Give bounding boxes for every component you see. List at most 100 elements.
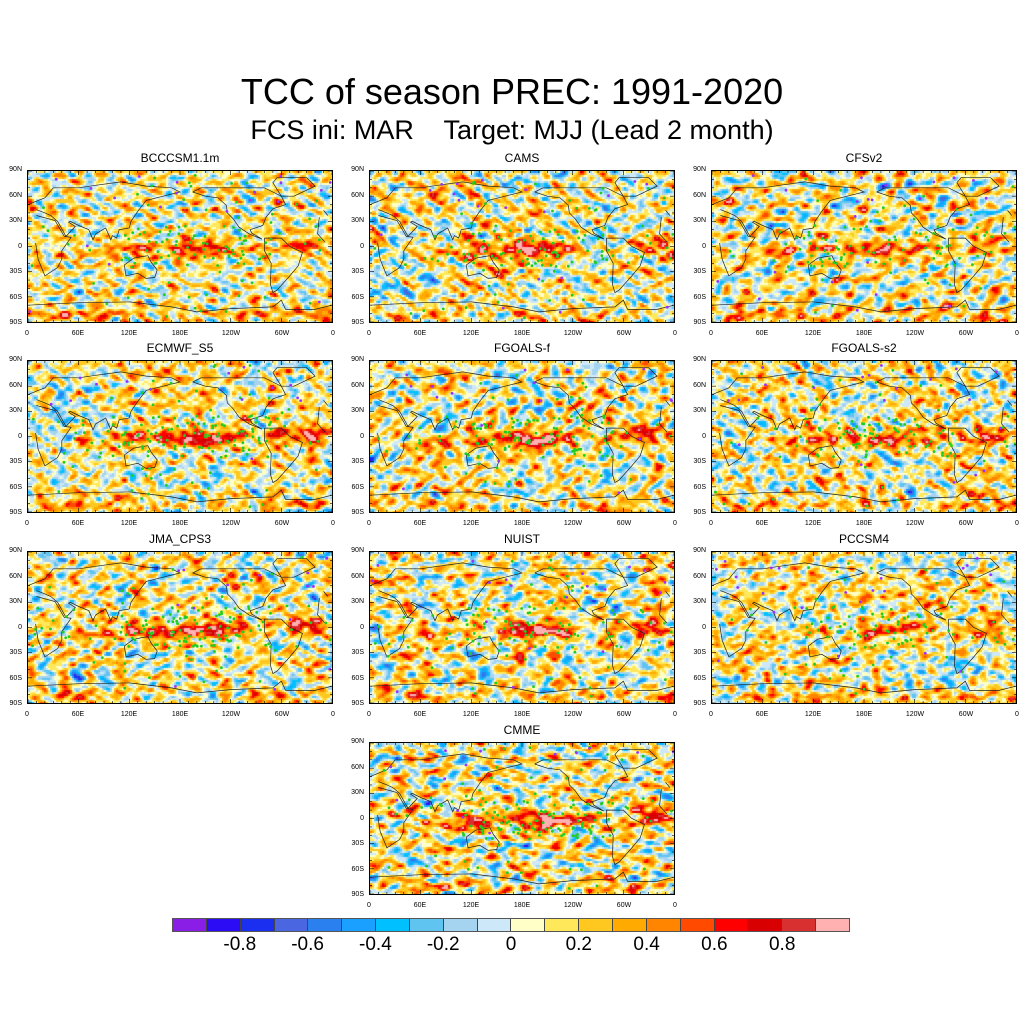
significance-marker-negative: [659, 591, 662, 595]
significance-marker-positive: [183, 636, 187, 640]
significance-marker-positive: [482, 268, 485, 272]
significance-marker-negative: [440, 183, 444, 186]
significance-marker-positive: [476, 613, 480, 617]
significance-marker-positive: [843, 225, 847, 229]
significance-marker-positive: [545, 619, 548, 622]
significance-marker-positive: [387, 806, 391, 810]
significance-marker-positive: [258, 257, 262, 261]
significance-marker-positive: [224, 634, 228, 638]
significance-marker-positive: [538, 830, 541, 834]
x-tick-label: 60E: [71, 330, 85, 337]
significance-marker-positive: [112, 415, 115, 419]
significance-marker-negative: [866, 198, 870, 201]
y-tick-label: 90N: [9, 166, 22, 173]
coastline: [606, 427, 645, 484]
significance-marker-positive: [387, 866, 391, 869]
significance-marker-positive: [907, 439, 911, 442]
significance-marker-positive: [528, 439, 531, 442]
significance-marker-positive: [722, 502, 726, 506]
coastline: [28, 489, 332, 503]
significance-marker-positive: [269, 237, 273, 241]
significance-marker-positive: [265, 488, 269, 492]
significance-marker-positive: [216, 435, 219, 438]
significance-marker-positive: [551, 209, 554, 213]
significance-marker-positive: [161, 426, 165, 429]
significance-marker-positive: [198, 637, 202, 641]
significance-marker-positive: [556, 233, 560, 236]
significance-marker-positive: [625, 431, 629, 435]
significance-marker-positive: [464, 813, 467, 817]
significance-marker-negative: [480, 424, 484, 427]
significance-marker-negative: [737, 443, 741, 446]
significance-marker-positive: [198, 492, 202, 495]
significance-marker-positive: [133, 638, 137, 642]
significance-marker-positive: [810, 408, 813, 412]
significance-marker-positive: [507, 430, 511, 434]
y-tick-label: 60S: [693, 674, 706, 682]
significance-marker-negative: [289, 383, 293, 387]
significance-marker-positive: [877, 422, 881, 426]
coastline: [606, 618, 645, 675]
significance-marker-negative: [999, 426, 1002, 430]
significance-marker-positive: [519, 421, 522, 425]
significance-marker-positive: [470, 222, 473, 225]
significance-marker-negative: [328, 181, 332, 184]
significance-marker-positive: [524, 639, 527, 643]
significance-marker-positive: [538, 247, 542, 250]
significance-marker-negative: [880, 364, 883, 367]
significance-marker-positive: [259, 628, 262, 632]
significance-marker-positive: [750, 613, 753, 617]
significance-marker-positive: [850, 657, 854, 661]
y-tick-label: 30N: [693, 598, 706, 605]
significance-marker-negative: [777, 566, 781, 570]
significance-marker-positive: [848, 244, 852, 248]
significance-marker-positive: [532, 685, 535, 689]
x-tick-label: 120W: [221, 711, 241, 718]
significance-marker-positive: [121, 601, 124, 605]
significance-marker-positive: [244, 434, 248, 438]
significance-marker-positive: [746, 628, 749, 632]
significance-marker-positive: [568, 199, 572, 202]
significance-marker-positive: [140, 497, 143, 500]
significance-marker-positive: [316, 440, 320, 443]
significance-marker-positive: [126, 441, 130, 445]
significance-marker-positive: [517, 240, 521, 243]
significance-marker-positive: [212, 416, 215, 420]
significance-marker-positive: [867, 415, 870, 419]
significance-marker-negative: [250, 457, 254, 461]
x-tick-label: 60W: [274, 711, 290, 718]
significance-marker-positive: [242, 239, 246, 243]
significance-marker-positive: [649, 621, 653, 625]
significance-marker-positive: [887, 618, 891, 622]
significance-marker-positive: [245, 181, 249, 185]
significance-marker-positive: [147, 240, 151, 243]
significance-marker-negative: [566, 368, 569, 372]
significance-marker-positive: [856, 633, 860, 637]
significance-marker-positive: [571, 584, 574, 588]
significance-marker-positive: [191, 418, 194, 422]
coastline: [712, 299, 1016, 313]
significance-marker-positive: [476, 866, 480, 870]
significance-marker-positive: [485, 423, 488, 427]
significance-marker-positive: [808, 242, 812, 245]
x-tick-label: 120E: [804, 711, 822, 718]
significance-marker-positive: [136, 434, 139, 438]
significance-marker-positive: [429, 796, 433, 799]
y-tick-label: 90N: [351, 166, 364, 173]
significance-marker-positive: [714, 490, 717, 494]
significance-marker-positive: [804, 663, 808, 666]
significance-marker-positive: [526, 257, 529, 261]
significance-marker-positive: [594, 583, 598, 586]
significance-marker-positive: [377, 625, 381, 628]
significance-marker-positive: [183, 442, 187, 446]
significance-marker-positive: [240, 242, 244, 245]
significance-marker-positive: [949, 451, 952, 455]
significance-marker-positive: [464, 472, 468, 475]
significance-marker-positive: [187, 295, 191, 299]
significance-marker-positive: [524, 633, 528, 637]
significance-marker-positive: [250, 578, 253, 582]
significance-marker-positive: [728, 249, 732, 253]
significance-marker-positive: [914, 231, 918, 234]
panel-title: NUIST: [504, 532, 540, 546]
y-tick-label: 30N: [351, 789, 364, 796]
